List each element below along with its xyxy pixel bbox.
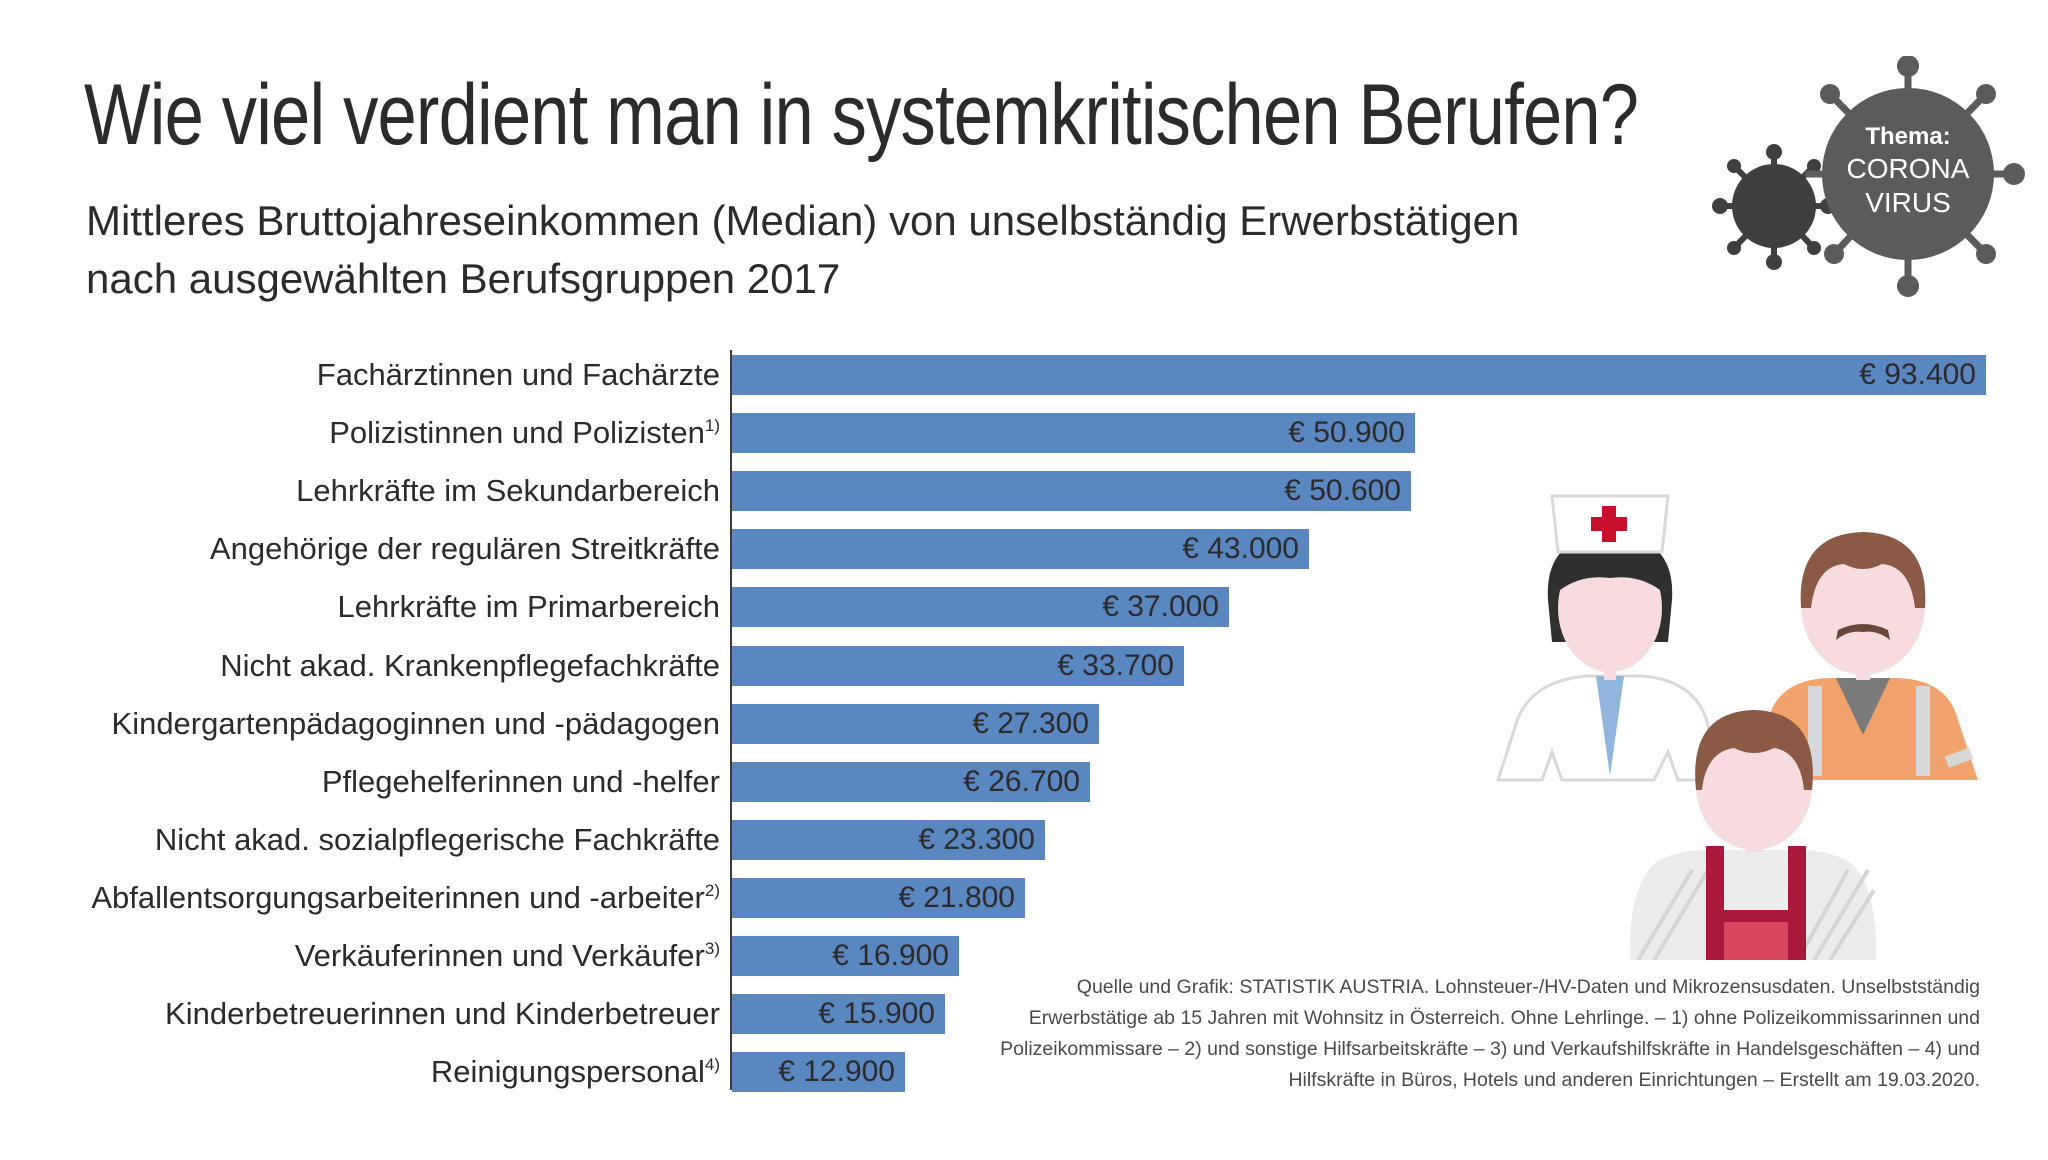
source-line-1: Quelle und Grafik: STATISTIK AUSTRIA. Lo… (1076, 976, 1980, 998)
category-label-text: Fachärztinnen und Fachärzte (316, 357, 720, 392)
bar (732, 1052, 905, 1092)
category-label-text: Lehrkräfte im Primarbereich (337, 589, 720, 624)
corona-badge: Thema: CORONA VIRUS (1712, 56, 2025, 297)
bar (732, 355, 1986, 395)
subtitle-line-1: Mittleres Bruttojahreseinkommen (Median)… (86, 197, 1520, 244)
bar (732, 936, 959, 976)
category-label: Pflegehelferinnen und -helfer (322, 762, 720, 802)
chart-subtitle: Mittleres Bruttojahreseinkommen (Median)… (86, 192, 1519, 308)
category-label: Angehörige der regulären Streitkräfte (210, 529, 720, 569)
category-label: Nicht akad. sozialpflegerische Fachkräft… (155, 820, 720, 860)
y-axis-line (730, 350, 732, 1090)
footnote-mark: 4) (704, 1055, 720, 1074)
workers-illustration (1495, 494, 1978, 960)
category-label-text: Kinderbetreuerinnen und Kinderbetreuer (165, 996, 720, 1031)
footnote-mark: 3) (704, 939, 720, 958)
bar (732, 646, 1184, 686)
bar-value-label: € 33.700 (1057, 649, 1174, 682)
badge-line-2: CORONA (1847, 153, 1970, 184)
category-label-text: Verkäuferinnen und Verkäufer (294, 938, 705, 973)
category-label: Kinderbetreuerinnen und Kinderbetreuer (165, 994, 720, 1034)
bar-value-label: € 26.700 (963, 765, 1080, 798)
bar-value-label: € 21.800 (898, 881, 1015, 914)
child-icon (1629, 710, 1877, 960)
bar-value-label: € 27.300 (972, 707, 1089, 740)
bar (732, 413, 1415, 453)
category-label-text: Polizistinnen und Polizisten (329, 415, 705, 450)
bar-value-label: € 43.000 (1182, 532, 1299, 565)
bar-value-label: € 23.300 (918, 823, 1035, 856)
bar (732, 471, 1411, 511)
bar (732, 994, 945, 1034)
category-label: Fachärztinnen und Fachärzte (317, 355, 720, 395)
bar (732, 704, 1099, 744)
footnote-mark: 2) (704, 881, 720, 900)
source-line-4: Hilfskräfte in Büros, Hotels und anderen… (1288, 1069, 1980, 1091)
subtitle-line-2: nach ausgewählten Berufsgruppen 2017 (86, 255, 841, 302)
bar (732, 529, 1309, 569)
badge-line-3: VIRUS (1865, 187, 1951, 218)
footnote-mark: 1) (704, 416, 720, 435)
category-label-text: Nicht akad. Krankenpflegefachkräfte (220, 648, 720, 683)
source-note: Quelle und Grafik: STATISTIK AUSTRIA. Lo… (1000, 972, 1980, 1096)
category-label-text: Nicht akad. sozialpflegerische Fachkräft… (154, 822, 720, 857)
bar-value-label: € 15.900 (818, 997, 935, 1030)
category-label: Reinigungspersonal4) (431, 1052, 720, 1092)
bar-value-label: € 50.900 (1288, 416, 1405, 449)
bar-value-label: € 37.000 (1102, 590, 1219, 623)
bar (732, 820, 1045, 860)
category-label-text: Reinigungspersonal (430, 1054, 705, 1089)
source-line-2: Erwerbstätige ab 15 Jahren mit Wohnsitz … (1028, 1007, 1980, 1029)
category-label-text: Abfallentsorgungsarbeiterinnen und -arbe… (91, 880, 705, 915)
bar-value-label: € 16.900 (832, 939, 949, 972)
bar (732, 587, 1229, 627)
worker-icon (1768, 532, 1978, 780)
chart-title: Wie viel verdient man in systemkritische… (84, 67, 1639, 163)
bar-value-label: € 93.400 (1859, 358, 1976, 391)
bar (732, 878, 1025, 918)
bar-value-label: € 50.600 (1284, 474, 1401, 507)
bar-value-label: € 12.900 (778, 1055, 895, 1088)
badge-line-1: Thema: (1865, 123, 1950, 150)
category-label: Lehrkräfte im Sekundarbereich (296, 471, 720, 511)
category-label-text: Kindergartenpädagoginnen und -pädagogen (111, 706, 720, 741)
category-label: Lehrkräfte im Primarbereich (338, 587, 720, 627)
category-label-text: Pflegehelferinnen und -helfer (321, 764, 720, 799)
category-label: Polizistinnen und Polizisten1) (329, 413, 720, 453)
bar (732, 762, 1090, 802)
category-label: Kindergartenpädagoginnen und -pädagogen (112, 704, 720, 744)
category-label: Abfallentsorgungsarbeiterinnen und -arbe… (91, 878, 720, 918)
source-line-3: Polizeikommissare – 2) und sonstige Hilf… (1000, 1038, 1980, 1060)
category-label: Verkäuferinnen und Verkäufer3) (295, 936, 720, 976)
category-label-text: Lehrkräfte im Sekundarbereich (296, 473, 720, 508)
nurse-icon (1495, 494, 1724, 782)
category-label-text: Angehörige der regulären Streitkräfte (209, 531, 720, 566)
category-label: Nicht akad. Krankenpflegefachkräfte (220, 646, 720, 686)
coronavirus-icon (1804, 56, 2025, 297)
